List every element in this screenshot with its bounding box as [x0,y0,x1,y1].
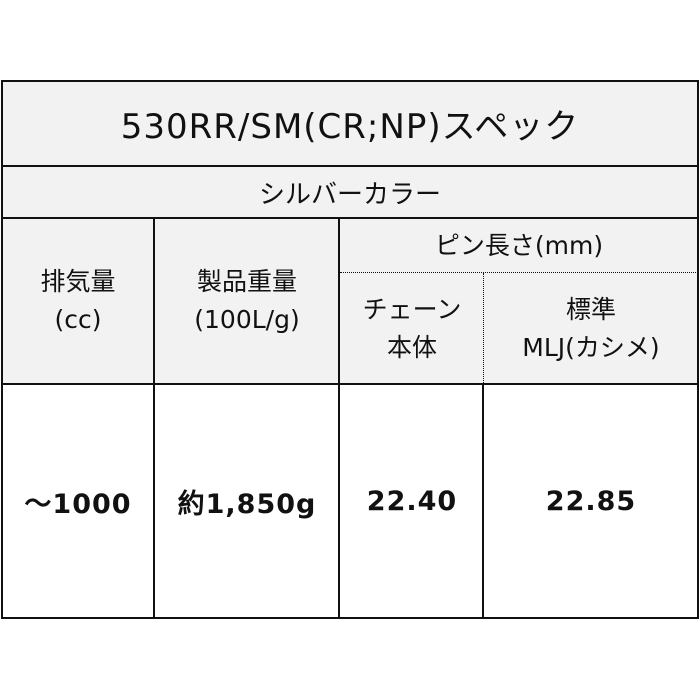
header-displacement: 排気量 (cc) [2,218,154,384]
header-text: 本体 [386,332,437,362]
border [338,217,340,619]
header-text: チェーン [362,294,462,324]
border [1,80,699,82]
header-unit: (cc) [54,305,102,334]
border [153,217,155,619]
value: 22.85 [545,485,637,517]
header-unit: (100L/g) [194,305,300,334]
table-title: 530RR/SM(CR;NP)スペック [120,107,580,147]
dotted-divider [483,273,484,383]
cell-standard: 22.85 [484,384,698,618]
header-text: 標準 [565,294,616,324]
value: ～1000 [24,488,132,520]
border [1,165,699,167]
border [1,217,699,219]
cell-chain-body: 22.40 [340,384,484,618]
header-text: 製品重量 [196,267,297,296]
border [1,617,699,619]
value: 22.40 [366,485,458,517]
dotted-divider [340,272,698,273]
cell-weight: 約1,850g [154,384,340,618]
border [482,383,484,619]
header-pin-length: ピン長さ(mm) [340,218,698,273]
table-title-cell: 530RR/SM(CR;NP)スペック [2,81,698,166]
color-cell: シルバーカラー [2,166,698,218]
header-weight: 製品重量 (100L/g) [154,218,340,384]
border [697,80,699,619]
border [1,80,3,619]
header-standard: 標準 MLJ(カシメ) [484,273,698,384]
header-text: ピン長さ(mm) [434,230,604,260]
header-chain-body: チェーン 本体 [340,273,484,384]
header-text: 排気量 [40,267,116,296]
value: 約1,850g [177,488,317,520]
border [1,383,699,385]
header-text: MLJ(カシメ) [522,332,660,362]
cell-displacement: ～1000 [2,384,154,618]
color-label: シルバーカラー [258,179,441,210]
